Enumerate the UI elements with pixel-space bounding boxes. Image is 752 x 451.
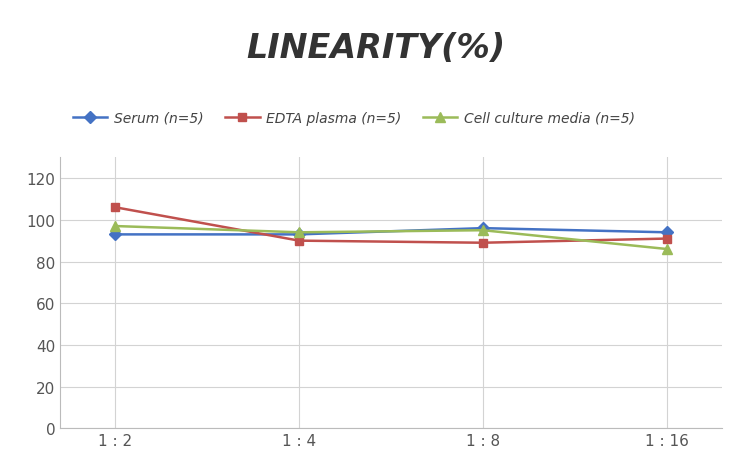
Cell culture media (n=5) <box>663 247 672 252</box>
EDTA plasma (n=5) <box>663 236 672 242</box>
Legend: Serum (n=5), EDTA plasma (n=5), Cell culture media (n=5): Serum (n=5), EDTA plasma (n=5), Cell cul… <box>67 106 641 131</box>
Serum (n=5) <box>663 230 672 235</box>
Cell culture media (n=5) <box>295 230 304 235</box>
Serum (n=5) <box>111 232 120 238</box>
Text: LINEARITY(%): LINEARITY(%) <box>247 32 505 64</box>
Line: Cell culture media (n=5): Cell culture media (n=5) <box>111 222 672 254</box>
Serum (n=5) <box>478 226 487 231</box>
Cell culture media (n=5) <box>478 228 487 234</box>
Serum (n=5) <box>295 232 304 238</box>
Line: EDTA plasma (n=5): EDTA plasma (n=5) <box>111 204 671 247</box>
EDTA plasma (n=5) <box>111 205 120 211</box>
Line: Serum (n=5): Serum (n=5) <box>111 225 671 239</box>
EDTA plasma (n=5) <box>478 240 487 246</box>
EDTA plasma (n=5) <box>295 239 304 244</box>
Cell culture media (n=5) <box>111 224 120 229</box>
